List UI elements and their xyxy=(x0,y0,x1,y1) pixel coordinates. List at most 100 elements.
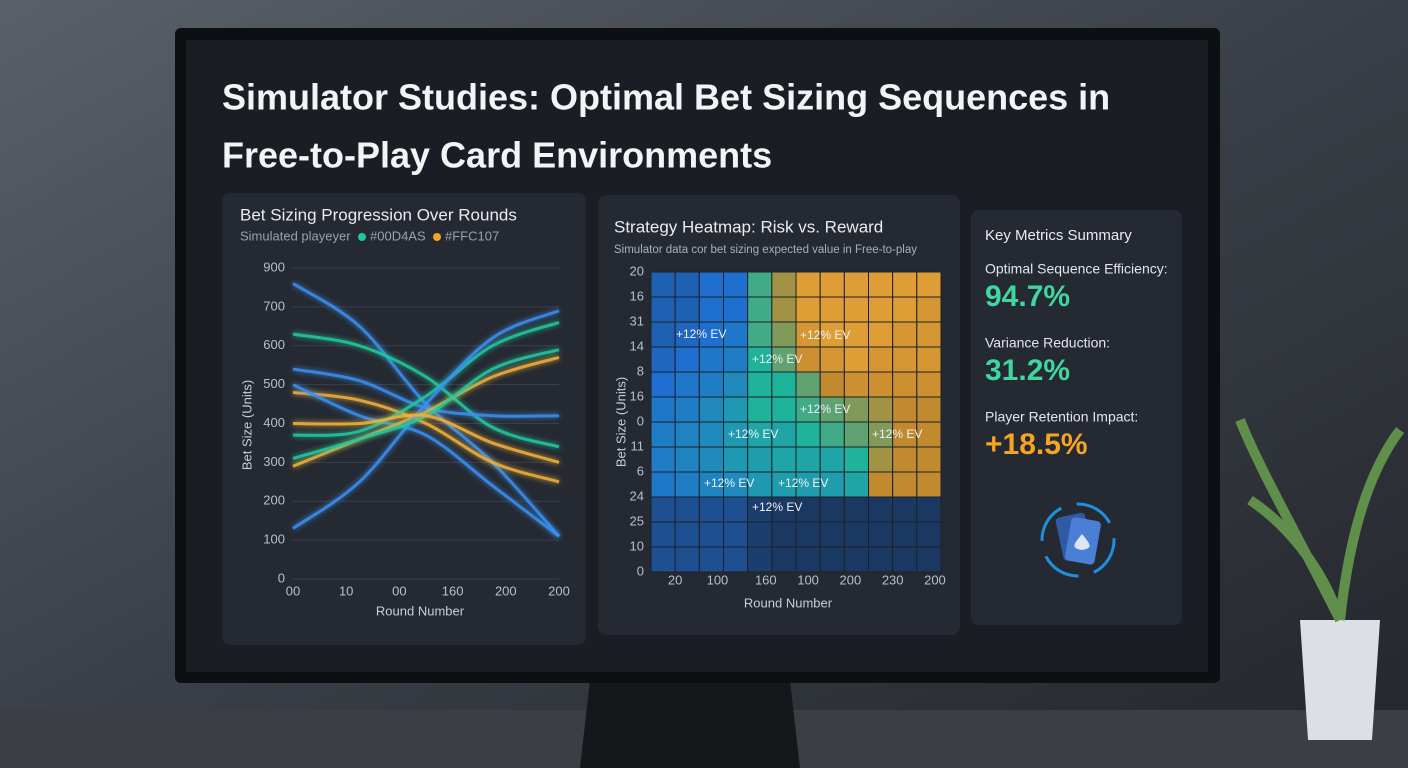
heat-cell xyxy=(892,446,918,473)
metric-value: +18.5% xyxy=(985,428,1088,461)
heat-cell xyxy=(819,521,845,548)
heat-cell xyxy=(771,521,797,548)
line-series xyxy=(292,390,560,484)
heat-cell xyxy=(892,471,918,498)
heat-cell xyxy=(916,546,942,573)
metric-label: Optimal Sequence Efficiency: xyxy=(985,261,1168,277)
y-axis-label: Bet Size (Units) xyxy=(239,380,254,470)
heat-cell xyxy=(674,396,700,423)
heat-cell xyxy=(795,421,821,448)
heat-cell xyxy=(868,396,894,423)
heat-cell xyxy=(916,321,942,348)
heat-cell xyxy=(843,421,869,448)
heat-cell xyxy=(650,446,676,473)
heat-cell xyxy=(650,371,676,398)
heat-cell xyxy=(747,496,773,523)
monitor-stand xyxy=(580,680,800,768)
heat-cell xyxy=(674,471,700,498)
heat-cell xyxy=(723,271,749,298)
heat-cell xyxy=(819,421,845,448)
y-tick-label: 400 xyxy=(263,415,285,430)
heat-cell xyxy=(843,296,869,323)
heat-cell xyxy=(819,346,845,373)
heat-cell xyxy=(916,521,942,548)
heat-cell xyxy=(795,321,821,348)
y-tick-label: 14 xyxy=(630,338,644,353)
x-tick-label: 160 xyxy=(442,583,464,598)
cell-annotation: +12% EV xyxy=(800,328,850,342)
heat-cell xyxy=(892,396,918,423)
line-series xyxy=(292,309,560,530)
heat-cell xyxy=(819,496,845,523)
heat-cell xyxy=(723,321,749,348)
heat-cell xyxy=(771,271,797,298)
heat-cell xyxy=(674,371,700,398)
legend-label: #00D4AS xyxy=(370,228,426,243)
y-axis-label: Bet Size (Units) xyxy=(613,377,628,467)
heat-cell xyxy=(674,321,700,348)
heat-cell xyxy=(843,346,869,373)
heat-cell xyxy=(843,321,869,348)
heat-cell xyxy=(916,396,942,423)
x-tick-label: 200 xyxy=(495,583,517,598)
heat-cell xyxy=(795,271,821,298)
y-tick-label: 700 xyxy=(263,298,285,313)
heat-cell xyxy=(747,446,773,473)
x-tick-label: 100 xyxy=(797,572,819,587)
heat-cell xyxy=(771,321,797,348)
metric-label: Player Retention Impact: xyxy=(985,409,1138,425)
heat-cell xyxy=(723,521,749,548)
y-tick-label: 8 xyxy=(637,363,644,378)
heat-cell xyxy=(650,346,676,373)
heat-cell xyxy=(795,521,821,548)
y-tick-label: 6 xyxy=(637,463,644,478)
heat-cell xyxy=(771,396,797,423)
heat-cell xyxy=(698,271,724,298)
y-tick-label: 600 xyxy=(263,337,285,352)
heat-cell xyxy=(674,421,700,448)
metric-value: 94.7% xyxy=(985,280,1070,313)
chart-subtitle: Simulator data cor bet sizing expected v… xyxy=(614,244,917,256)
y-tick-label: 200 xyxy=(263,493,285,508)
heat-cell xyxy=(650,496,676,523)
heat-cell xyxy=(892,546,918,573)
heat-cell xyxy=(747,321,773,348)
line-series xyxy=(292,367,560,418)
heat-cell xyxy=(771,296,797,323)
heat-cell xyxy=(747,521,773,548)
x-tick-label: 100 xyxy=(707,572,729,587)
heat-cell xyxy=(795,371,821,398)
heat-cell xyxy=(819,446,845,473)
heat-cell xyxy=(698,446,724,473)
heat-cell xyxy=(892,521,918,548)
heat-cell xyxy=(723,546,749,573)
heat-cell xyxy=(698,346,724,373)
heat-cell xyxy=(795,471,821,498)
y-tick-label: 24 xyxy=(630,488,644,503)
heat-cell xyxy=(868,521,894,548)
heat-cell xyxy=(868,271,894,298)
y-tick-label: 900 xyxy=(263,259,285,274)
heat-cell xyxy=(868,321,894,348)
chart-title: Bet Sizing Progression Over Rounds xyxy=(240,205,517,224)
metric-value: 31.2% xyxy=(985,354,1070,387)
heat-cell xyxy=(747,296,773,323)
heat-cell xyxy=(723,396,749,423)
heat-cell xyxy=(892,271,918,298)
heat-cell xyxy=(868,296,894,323)
heat-cell xyxy=(650,471,676,498)
heat-cell xyxy=(650,271,676,298)
heat-cell xyxy=(795,296,821,323)
x-axis-label: Round Number xyxy=(376,603,465,618)
heat-cell xyxy=(868,446,894,473)
cell-annotation: +12% EV xyxy=(778,476,828,490)
heat-cell xyxy=(868,371,894,398)
heat-cell xyxy=(747,371,773,398)
heat-cell xyxy=(819,321,845,348)
x-tick-label: 20 xyxy=(668,572,682,587)
heat-cell xyxy=(795,396,821,423)
page-title: Free-to-Play Card Environments xyxy=(222,135,772,176)
heat-cell xyxy=(747,396,773,423)
heat-cell xyxy=(650,421,676,448)
